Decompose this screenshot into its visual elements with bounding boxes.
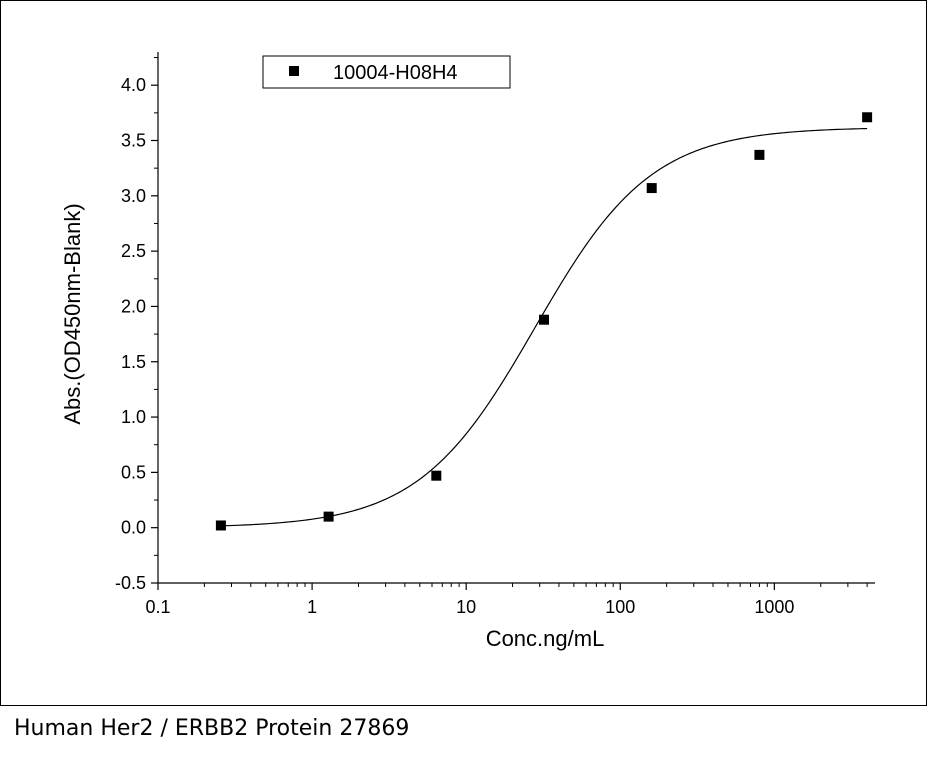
y-tick-label: 3.5 xyxy=(121,131,146,151)
axes: -0.5 0.0 0.5 1.0 1.5 2.0 2.5 3.0 3.5 4.0 0.1 1 10 100… xyxy=(115,52,875,617)
data-point xyxy=(431,470,442,481)
data-point xyxy=(215,520,226,531)
fit-curve-layer xyxy=(220,127,868,527)
x-axis-title: Conc.ng/mL xyxy=(486,626,605,651)
y-tick-label: 2.0 xyxy=(121,296,146,316)
y-tick-label: -0.5 xyxy=(115,573,146,593)
y-tick-label: 0.5 xyxy=(121,462,146,482)
data-point xyxy=(323,511,334,522)
x-tick-label: 1000 xyxy=(754,597,794,617)
y-tick-label: 4.0 xyxy=(121,75,146,95)
y-tick-label: 3.0 xyxy=(121,186,146,206)
data-point xyxy=(862,112,873,123)
data-point xyxy=(754,149,765,160)
x-tick-label: 1 xyxy=(307,597,317,617)
legend: 10004-H08H4 xyxy=(262,55,511,89)
y-tick-label: 1.0 xyxy=(121,407,146,427)
data-point xyxy=(646,183,657,194)
x-tick-label: 100 xyxy=(605,597,635,617)
x-tick-label: 10 xyxy=(456,597,476,617)
y-tick-label: 1.5 xyxy=(121,352,146,372)
y-tick-label: 0.0 xyxy=(121,518,146,538)
legend-box xyxy=(262,55,511,89)
caption: Human Her2 / ERBB2 Protein 27869 xyxy=(14,716,410,741)
y-axis-title: Abs.(OD450nm-Blank) xyxy=(60,203,85,424)
chart: -0.5 0.0 0.5 1.0 1.5 2.0 2.5 3.0 3.5 4.0 0.1 1 10 100… xyxy=(60,52,875,651)
data-points xyxy=(215,112,873,531)
fit-curve xyxy=(220,127,868,527)
legend-marker xyxy=(289,66,299,76)
data-point xyxy=(539,314,550,325)
y-tick-label: 2.5 xyxy=(121,241,146,261)
x-tick-label: 0.1 xyxy=(145,597,170,617)
legend-label: 10004-H08H4 xyxy=(333,62,458,84)
chart-frame xyxy=(0,0,927,706)
